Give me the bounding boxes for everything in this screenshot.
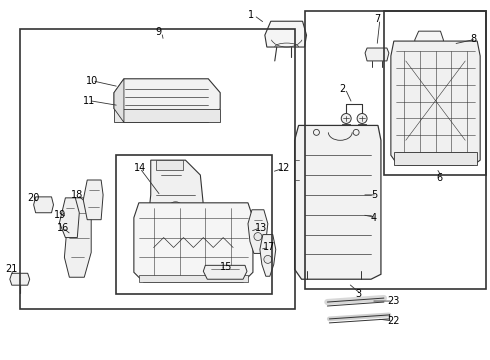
Polygon shape xyxy=(265,21,307,47)
Text: 8: 8 xyxy=(470,34,476,44)
Polygon shape xyxy=(156,160,183,170)
Circle shape xyxy=(341,113,351,123)
Polygon shape xyxy=(248,210,268,253)
Circle shape xyxy=(264,255,272,264)
Text: 12: 12 xyxy=(278,163,290,173)
Circle shape xyxy=(254,233,262,240)
Bar xyxy=(116,155,272,294)
Polygon shape xyxy=(10,273,30,285)
Polygon shape xyxy=(358,125,366,136)
Polygon shape xyxy=(394,152,477,165)
Circle shape xyxy=(168,202,183,218)
Text: 19: 19 xyxy=(53,210,66,220)
Bar xyxy=(305,11,486,289)
Text: 16: 16 xyxy=(56,222,69,233)
Text: 23: 23 xyxy=(387,296,399,306)
Text: 14: 14 xyxy=(134,163,146,173)
Polygon shape xyxy=(415,31,443,48)
Polygon shape xyxy=(114,109,220,122)
Text: 6: 6 xyxy=(437,173,442,183)
Polygon shape xyxy=(365,48,389,61)
Text: 4: 4 xyxy=(371,213,377,223)
Polygon shape xyxy=(83,180,103,220)
Polygon shape xyxy=(260,235,276,276)
Text: 2: 2 xyxy=(339,84,345,94)
Text: 13: 13 xyxy=(255,222,267,233)
Text: 18: 18 xyxy=(72,190,84,200)
Circle shape xyxy=(172,207,178,213)
Bar xyxy=(384,11,486,175)
Text: 20: 20 xyxy=(28,193,40,203)
Text: 15: 15 xyxy=(220,262,233,272)
Text: 21: 21 xyxy=(5,264,17,274)
Text: 10: 10 xyxy=(86,76,98,86)
Polygon shape xyxy=(64,198,91,277)
Text: 11: 11 xyxy=(83,96,96,105)
Text: 3: 3 xyxy=(355,289,361,299)
Polygon shape xyxy=(391,41,480,165)
Bar xyxy=(20,29,294,309)
Polygon shape xyxy=(294,125,381,279)
Polygon shape xyxy=(139,275,248,282)
Polygon shape xyxy=(34,197,53,213)
Text: 5: 5 xyxy=(371,190,377,200)
Polygon shape xyxy=(203,265,247,279)
Polygon shape xyxy=(148,160,203,269)
Polygon shape xyxy=(59,198,79,238)
Text: 22: 22 xyxy=(387,316,399,326)
Polygon shape xyxy=(114,79,124,122)
Polygon shape xyxy=(342,125,350,136)
Circle shape xyxy=(357,113,367,123)
Text: 7: 7 xyxy=(374,14,380,24)
Polygon shape xyxy=(134,203,253,282)
Text: 1: 1 xyxy=(248,10,254,20)
Text: 9: 9 xyxy=(156,27,162,37)
Polygon shape xyxy=(114,79,220,122)
Text: 17: 17 xyxy=(263,243,275,252)
